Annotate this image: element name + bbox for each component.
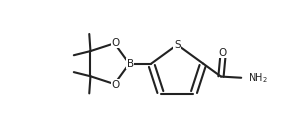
Text: O: O (219, 48, 227, 58)
Text: O: O (111, 38, 120, 48)
Text: NH$_2$: NH$_2$ (248, 71, 268, 85)
Text: S: S (174, 40, 181, 50)
Text: O: O (111, 80, 120, 90)
Text: B: B (127, 59, 134, 69)
